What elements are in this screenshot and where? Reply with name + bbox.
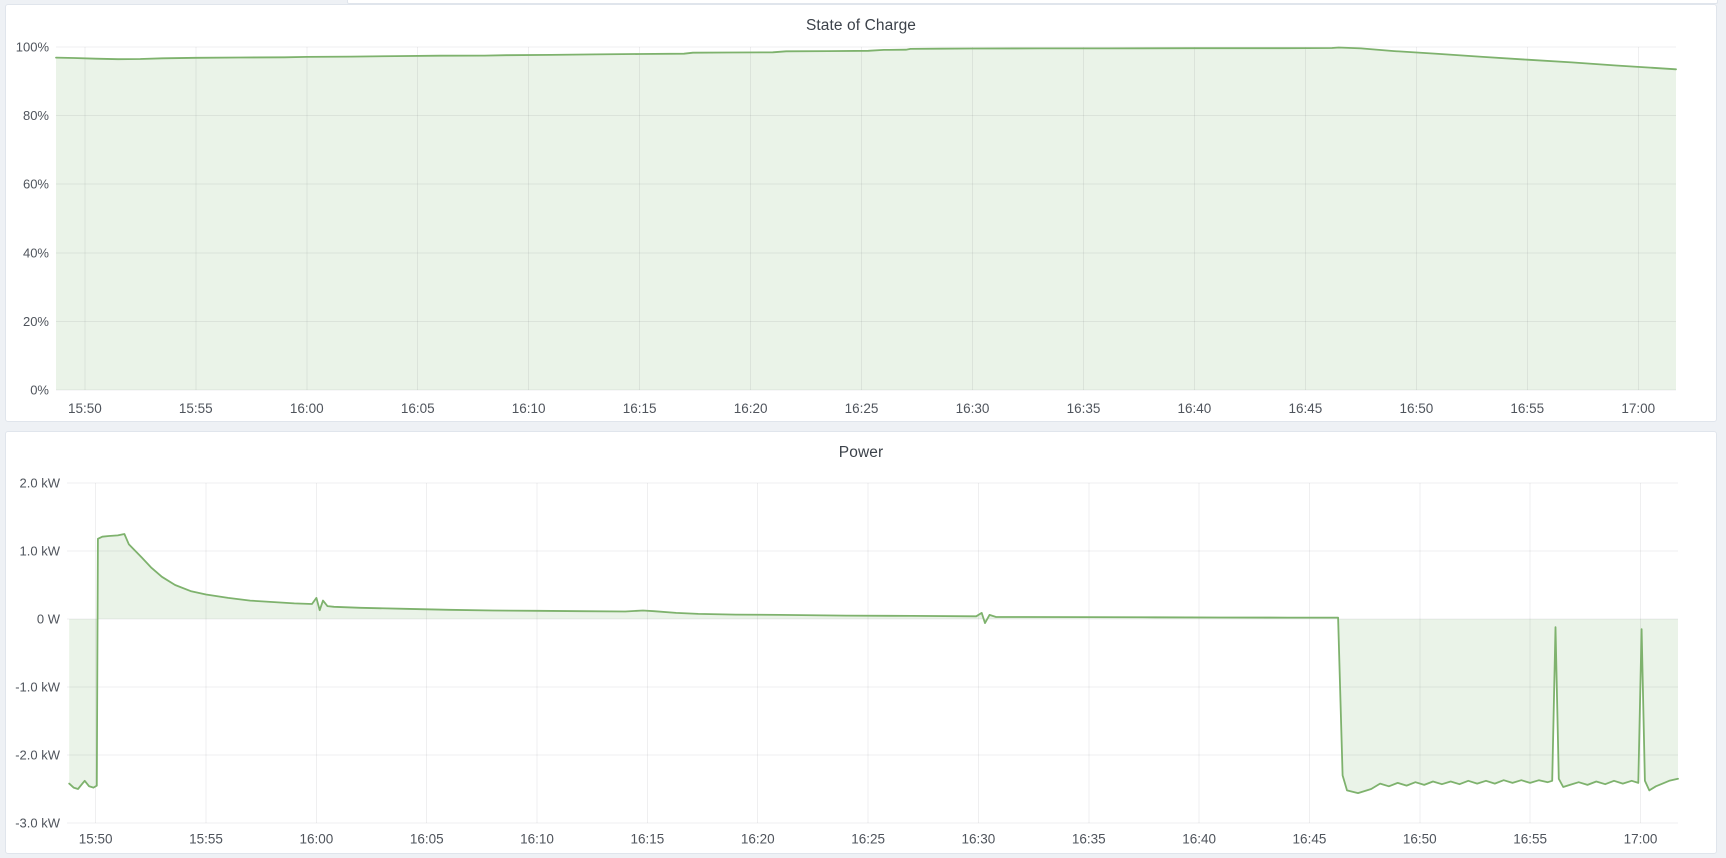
- x-tick-label: 16:25: [845, 401, 879, 416]
- x-tick-label: 17:00: [1624, 832, 1658, 847]
- x-tick-label: 16:05: [401, 401, 435, 416]
- x-tick-label: 16:55: [1510, 401, 1544, 416]
- y-tick-label: -3.0 kW: [15, 816, 61, 831]
- x-tick-label: 16:00: [290, 401, 324, 416]
- series-area: [69, 534, 1679, 794]
- x-tick-label: 15:55: [189, 832, 223, 847]
- x-tick-label: 16:35: [1067, 401, 1101, 416]
- series-line: [55, 46, 1677, 71]
- x-tick-label: 16:45: [1293, 832, 1327, 847]
- y-tick-label: 60%: [23, 177, 49, 192]
- x-tick-label: 16:20: [741, 832, 775, 847]
- x-tick-label: 16:15: [623, 401, 657, 416]
- state-of-charge-panel-title[interactable]: State of Charge: [805, 17, 917, 34]
- x-tick-label: 16:35: [1072, 832, 1106, 847]
- y-tick-label: 20%: [23, 314, 49, 329]
- series-line: [68, 533, 1679, 794]
- x-tick-label: 16:20: [734, 401, 768, 416]
- x-tick-label: 16:15: [631, 832, 665, 847]
- y-tick-label: 2.0 kW: [20, 476, 61, 491]
- y-tick-label: 0%: [30, 383, 49, 398]
- y-tick-label: -1.0 kW: [15, 680, 61, 695]
- x-tick-label: 16:30: [956, 401, 990, 416]
- x-tick-label: 16:25: [851, 832, 885, 847]
- y-tick-label: 80%: [23, 108, 49, 123]
- x-tick-label: 16:10: [520, 832, 554, 847]
- power-panel-title[interactable]: Power: [838, 444, 884, 461]
- x-tick-label: 15:50: [68, 401, 102, 416]
- grid: [67, 482, 1678, 824]
- y-tick-label: -2.0 kW: [15, 748, 61, 763]
- x-tick-label: 16:00: [299, 832, 333, 847]
- x-tick-label: 16:45: [1288, 401, 1322, 416]
- y-tick-label: 40%: [23, 245, 49, 260]
- state-of-charge-chart[interactable]: 15:50 15:55 16:00 16:05 16:10 16:15 16:20 16:25…: [6, 5, 1716, 421]
- y-tick-label: 100%: [16, 40, 50, 55]
- x-tick-label: 16:40: [1182, 832, 1216, 847]
- x-tick-label: 16:50: [1399, 401, 1433, 416]
- x-tick-label: 16:05: [410, 832, 444, 847]
- grid: [56, 46, 1676, 391]
- x-tick-label: 16:55: [1513, 832, 1547, 847]
- y-tick-label: 0 W: [37, 612, 61, 627]
- series-area: [56, 47, 1676, 390]
- panel-above-bottom-edge: [347, 0, 1718, 4]
- x-tick-label: 16:10: [512, 401, 546, 416]
- power-panel: Power 15:50 15:55 16:00 16:05 16:10 16:15 16:2…: [5, 431, 1717, 854]
- x-tick-label: 15:50: [79, 832, 113, 847]
- x-tick-label: 16:50: [1403, 832, 1437, 847]
- x-tick-label: 16:40: [1178, 401, 1212, 416]
- y-tick-label: 1.0 kW: [20, 544, 61, 559]
- power-chart[interactable]: 15:50 15:55 16:00 16:05 16:10 16:15 16:20 16:25…: [6, 432, 1716, 853]
- x-tick-label: 16:30: [962, 832, 996, 847]
- x-tick-label: 15:55: [179, 401, 213, 416]
- x-tick-label: 17:00: [1621, 401, 1655, 416]
- state-of-charge-panel: State of Charge 15:50 15:55 16:00 16:05 16:1…: [5, 4, 1717, 422]
